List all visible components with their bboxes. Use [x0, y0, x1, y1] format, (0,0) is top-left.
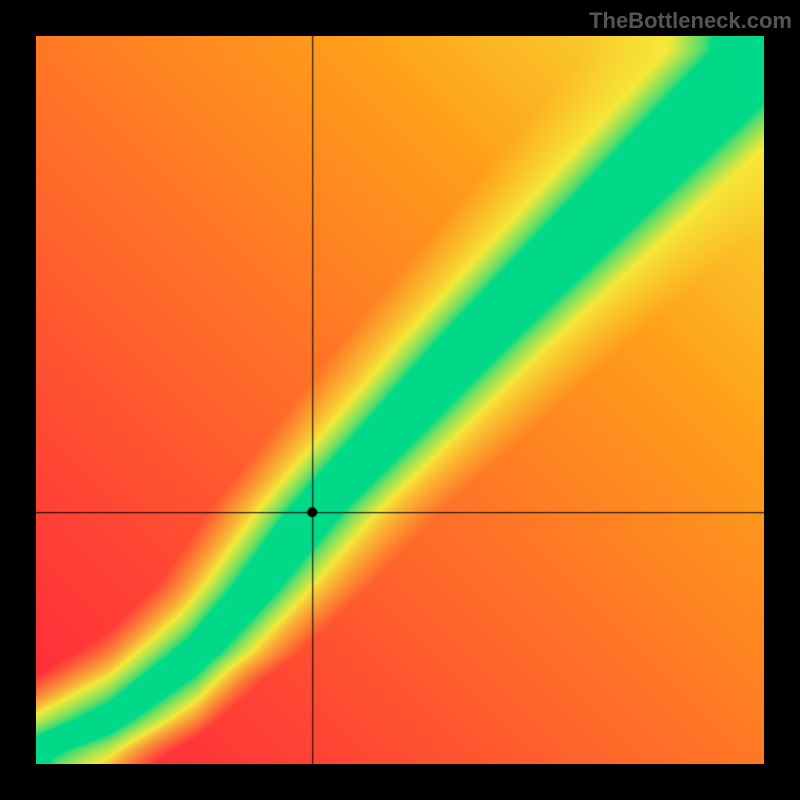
outer-frame: TheBottleneck.com [0, 0, 800, 800]
bottleneck-heatmap [36, 36, 764, 764]
heatmap-canvas [36, 36, 764, 764]
watermark-text: TheBottleneck.com [589, 8, 792, 34]
